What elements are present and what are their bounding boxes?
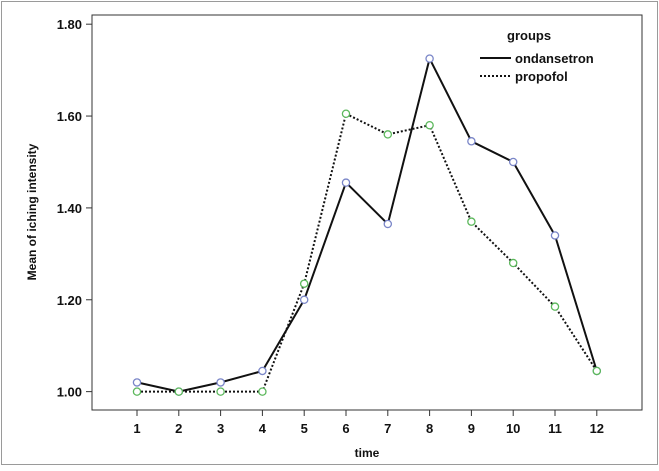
data-point-propofol xyxy=(299,279,309,288)
data-point-ondansetron xyxy=(216,378,225,387)
data-point-propofol xyxy=(258,387,267,396)
y-tick-label: 1.00 xyxy=(57,385,82,400)
data-point-ondansetron xyxy=(258,366,267,376)
x-tick-label: 12 xyxy=(590,421,604,436)
series-points xyxy=(132,54,602,396)
y-tick-label: 1.80 xyxy=(57,17,82,32)
data-point-ondansetron xyxy=(508,157,518,167)
data-point-propofol xyxy=(508,258,518,268)
x-tick-label: 1 xyxy=(133,421,140,436)
legend-title: groups xyxy=(507,28,551,43)
x-tick-label: 5 xyxy=(301,421,308,436)
data-point-propofol xyxy=(383,130,393,139)
data-point-propofol xyxy=(132,387,142,396)
data-point-ondansetron xyxy=(425,54,434,63)
x-tick-label: 8 xyxy=(426,421,433,436)
series-lines xyxy=(136,57,598,393)
data-point-propofol xyxy=(592,366,602,376)
data-point-ondansetron xyxy=(550,231,560,240)
plot-area xyxy=(91,14,643,411)
data-point-propofol xyxy=(174,387,184,396)
y-tick-label: 1.20 xyxy=(57,293,82,308)
x-tick-label: 7 xyxy=(384,421,391,436)
y-axis-title: Mean of iching intensity xyxy=(25,143,39,280)
x-tick-label: 3 xyxy=(217,421,224,436)
x-tick-label: 6 xyxy=(342,421,349,436)
data-point-ondansetron xyxy=(383,219,393,229)
data-point-ondansetron xyxy=(299,295,309,305)
data-point-ondansetron xyxy=(467,137,476,146)
legend: groups ondansetron propofol xyxy=(480,28,594,84)
x-axis-title: time xyxy=(355,446,380,460)
legend-label-propofol: propofol xyxy=(515,69,568,84)
series-line-propofol xyxy=(137,112,598,393)
data-point-ondansetron xyxy=(341,178,351,187)
x-axis: 1 2 3 4 5 6 7 8 9 10 11 12 xyxy=(133,410,604,436)
legend-label-ondansetron: ondansetron xyxy=(515,51,594,66)
y-axis: 1.00 1.20 1.40 1.60 1.80 xyxy=(57,17,92,400)
data-point-propofol xyxy=(216,387,225,396)
x-tick-label: 10 xyxy=(506,421,520,436)
data-point-propofol xyxy=(425,120,434,130)
data-point-ondansetron xyxy=(132,378,142,387)
x-tick-label: 11 xyxy=(548,421,562,436)
x-tick-label: 9 xyxy=(468,421,475,436)
x-tick-label: 2 xyxy=(175,421,182,436)
series-line-ondansetron xyxy=(136,57,598,393)
data-point-propofol xyxy=(341,109,351,119)
y-tick-label: 1.60 xyxy=(57,109,82,124)
data-point-propofol xyxy=(467,217,476,226)
data-point-propofol xyxy=(550,302,560,311)
x-tick-label: 4 xyxy=(259,421,267,436)
y-tick-label: 1.40 xyxy=(57,201,82,216)
